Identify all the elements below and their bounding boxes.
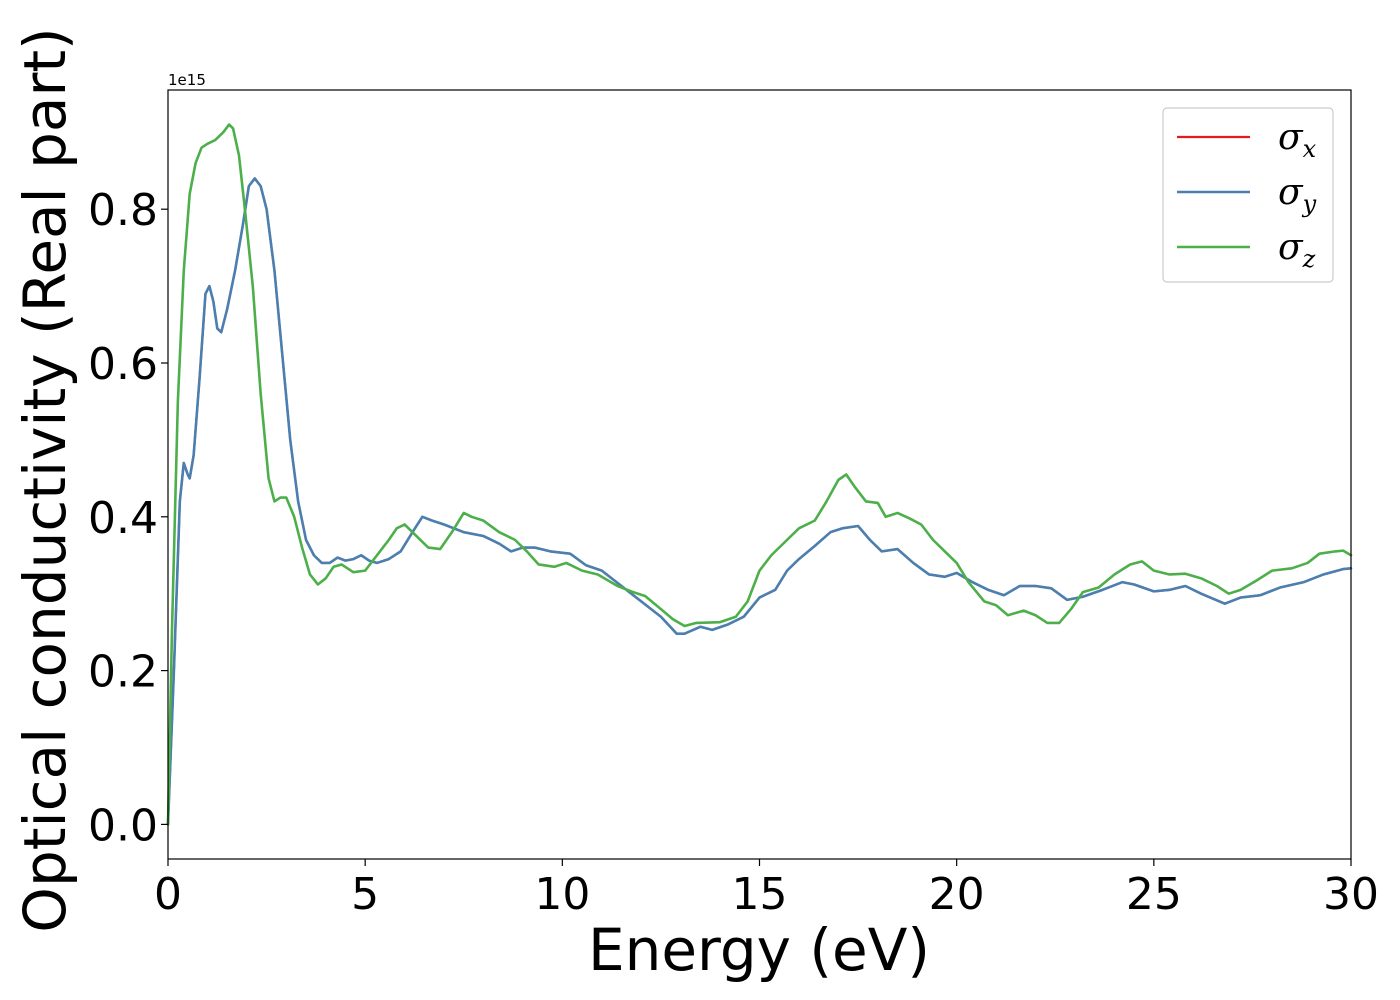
series-line-y: [166, 177, 1353, 826]
x-tick-label: 10: [534, 869, 590, 920]
x-tick-label: 20: [929, 869, 985, 920]
x-axis: 0 5 10 15 20 25 30: [154, 859, 1379, 920]
y-axis-label: Optical conductivity (Real part): [11, 27, 79, 932]
x-tick-label: 15: [732, 869, 788, 920]
y-offset-label: 1e15: [168, 71, 206, 89]
legend-box: [1162, 107, 1334, 283]
y-tick-label: 0.8: [88, 185, 158, 236]
x-tick-label: 30: [1323, 869, 1379, 920]
series-layer: [166, 123, 1353, 826]
x-axis-label: Energy (eV): [588, 916, 930, 984]
y-tick-label: 0.6: [88, 339, 158, 390]
x-tick-label: 25: [1126, 869, 1182, 920]
series-line-z: [166, 123, 1353, 826]
legend-label-x: σx: [1278, 117, 1317, 163]
y-tick-label: 0.4: [88, 493, 158, 544]
y-axis: 0.0 0.2 0.4 0.6 0.8: [88, 185, 168, 851]
x-tick-label: 5: [351, 869, 379, 920]
legend-label-y: σy: [1278, 172, 1317, 218]
y-tick-label: 0.2: [88, 647, 158, 698]
x-tick-label: 0: [154, 869, 182, 920]
y-tick-label: 0.0: [88, 800, 158, 851]
